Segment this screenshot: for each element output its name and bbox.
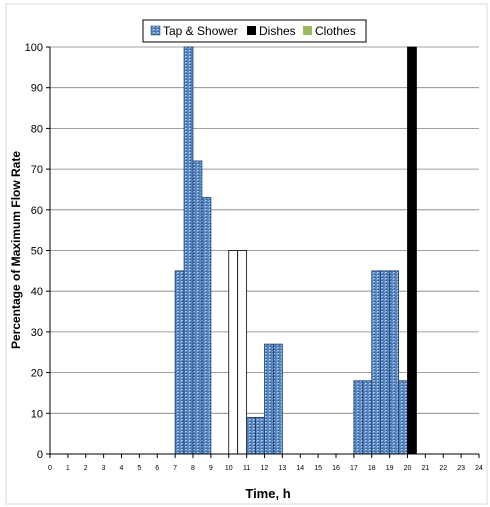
x-tick-label-15: 15	[314, 465, 322, 472]
bar-tap-shower-6	[264, 343, 274, 455]
x-tick-label-19: 19	[386, 465, 394, 472]
x-tick-label-10: 10	[225, 465, 233, 472]
x-tick-label-17: 17	[350, 465, 358, 472]
x-tick-label-23: 23	[457, 465, 465, 472]
x-tick-label-5: 5	[137, 465, 141, 472]
x-tick-label-1: 1	[66, 465, 70, 472]
x-tick-label-6: 6	[155, 465, 159, 472]
legend-swatch-tap-shower	[150, 25, 161, 36]
x-tick-label-3: 3	[102, 465, 106, 472]
y-tick-label-20: 20	[31, 368, 43, 380]
x-tick-label-12: 12	[261, 465, 269, 472]
legend-label-clothes: Clothes	[315, 24, 356, 38]
x-tick-labels: 0 1 2 3 4 5 6 7 8 9 10 11 12 13 14 15 16 17 18 19 20 21 22 23 24	[48, 454, 483, 472]
y-tick-label-10: 10	[31, 408, 43, 420]
bar-tap-shower-8	[353, 380, 364, 455]
legend: Tap & Shower Dishes Clothes	[142, 19, 367, 43]
x-tick-label-2: 2	[84, 465, 88, 472]
x-tick-label-4: 4	[120, 465, 124, 472]
bar-tap-shower-1	[183, 46, 194, 455]
bar-tap-shower-11	[380, 270, 391, 455]
y-axis-label: Percentage of Maximum Flow Rate	[9, 151, 23, 349]
legend-label-dishes: Dishes	[259, 24, 296, 38]
x-tick-label-9: 9	[209, 465, 213, 472]
x-tick-label-11: 11	[243, 465, 250, 472]
bar-tap-shower-10	[371, 270, 382, 455]
legend-swatch-clothes	[303, 26, 312, 35]
y-tick-label-50: 50	[31, 246, 43, 258]
y-tick-label-100: 100	[25, 42, 43, 54]
x-tick-label-14: 14	[296, 465, 304, 472]
x-tick-label-20: 20	[404, 465, 412, 472]
x-tick-label-7: 7	[173, 465, 177, 472]
x-tick-label-13: 13	[278, 465, 286, 472]
x-axis-label: Time, h	[245, 486, 290, 501]
y-tick-label-80: 80	[31, 123, 43, 135]
bar-tap-shower-12	[389, 270, 399, 455]
bars	[174, 46, 417, 455]
bar-tap-shower-0	[174, 270, 185, 455]
bar-tap-shower-7	[273, 343, 283, 455]
x-tick-label-18: 18	[368, 465, 376, 472]
y-tick-label-70: 70	[31, 164, 43, 176]
y-tick-label-0: 0	[37, 449, 43, 461]
bar-tap-shower-5	[255, 416, 265, 455]
x-tick-label-24: 24	[475, 465, 483, 472]
bar-tap-shower-13	[398, 380, 408, 455]
x-tick-label-0: 0	[48, 465, 52, 472]
bar-dishes-0	[407, 46, 417, 455]
legend-swatch-dishes	[247, 26, 256, 35]
bar-tap-shower-3	[201, 197, 212, 455]
bar-tap-shower-4	[246, 416, 256, 455]
y-tick-label-90: 90	[31, 83, 43, 95]
x-tick-label-21: 21	[421, 465, 429, 472]
bar-tap-shower-9	[362, 380, 373, 455]
x-tick-label-8: 8	[191, 465, 195, 472]
x-tick-label-22: 22	[439, 465, 447, 472]
y-tick-label-40: 40	[31, 286, 43, 298]
bar-clothes-1	[237, 250, 248, 455]
y-tick-label-30: 30	[31, 327, 43, 339]
bar-clothes-0	[228, 250, 239, 455]
y-tick-labels: 0 10 20 30 40 50 60 70 80 90 100	[25, 42, 50, 461]
bar-tap-shower-2	[192, 160, 203, 455]
y-tick-label-60: 60	[31, 205, 43, 217]
x-tick-label-16: 16	[332, 465, 340, 472]
legend-label-tap-shower: Tap & Shower	[163, 24, 238, 38]
